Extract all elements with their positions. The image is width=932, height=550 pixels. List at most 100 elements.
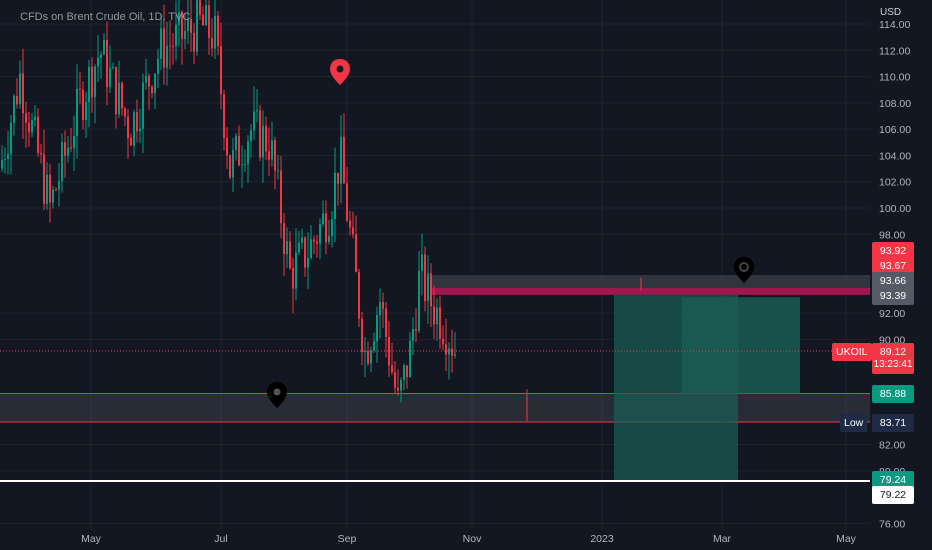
candle bbox=[199, 0, 201, 21]
candle-body bbox=[337, 172, 339, 184]
candle bbox=[382, 292, 384, 328]
currency-label[interactable]: USD bbox=[880, 7, 902, 18]
candle-body bbox=[433, 306, 435, 325]
candle-body bbox=[199, 0, 201, 15]
time-tick-label: Mar bbox=[713, 533, 732, 545]
candle-body bbox=[304, 237, 306, 268]
candle-body bbox=[88, 66, 90, 103]
candle bbox=[385, 301, 387, 358]
candle bbox=[103, 33, 105, 56]
candle bbox=[295, 228, 297, 301]
candle-body bbox=[163, 28, 165, 68]
candles bbox=[1, 0, 456, 403]
time-tick-label: Sep bbox=[338, 533, 357, 545]
candle bbox=[208, 0, 210, 56]
candle-body bbox=[166, 45, 168, 68]
candle bbox=[322, 200, 324, 227]
candle-body bbox=[424, 254, 426, 302]
candle-body bbox=[301, 237, 303, 243]
candle-body bbox=[400, 379, 402, 391]
candle-body bbox=[334, 172, 336, 220]
candle bbox=[157, 48, 159, 88]
candle bbox=[127, 108, 129, 159]
candle-body bbox=[229, 155, 231, 178]
price-tag-79-22: 79.22 bbox=[872, 486, 914, 504]
candle-body bbox=[49, 174, 51, 203]
candle-body bbox=[448, 348, 450, 355]
candle bbox=[358, 268, 360, 328]
candle-body bbox=[421, 254, 423, 272]
candle-body bbox=[91, 66, 93, 98]
candle-body bbox=[406, 365, 408, 378]
candle bbox=[67, 135, 69, 163]
candle bbox=[4, 147, 6, 174]
candle bbox=[202, 6, 204, 26]
price-tag-79-24: 79.24 bbox=[872, 471, 914, 489]
candle bbox=[394, 361, 396, 394]
candle-body bbox=[454, 354, 456, 356]
candle bbox=[370, 346, 372, 373]
candle bbox=[58, 163, 60, 207]
candle bbox=[310, 225, 312, 260]
candle bbox=[214, 0, 216, 59]
candle-body bbox=[121, 82, 123, 109]
candle-body bbox=[391, 365, 393, 373]
resistance-zone bbox=[430, 287, 870, 295]
red-pin-icon[interactable] bbox=[328, 58, 352, 86]
candle-body bbox=[340, 137, 342, 184]
candle bbox=[226, 127, 228, 169]
candle-body bbox=[346, 183, 348, 221]
candle-body bbox=[196, 0, 198, 52]
price-tag-93-66: 93.66 bbox=[872, 272, 914, 290]
candle bbox=[256, 89, 258, 123]
candle-body bbox=[256, 110, 258, 112]
candle bbox=[412, 317, 414, 356]
candle bbox=[166, 21, 168, 86]
candle-body bbox=[22, 73, 24, 114]
candle bbox=[178, 0, 180, 47]
candle bbox=[97, 34, 99, 82]
candle bbox=[175, 0, 177, 61]
candle-body bbox=[64, 142, 66, 156]
candle bbox=[343, 113, 345, 184]
candle-body bbox=[331, 219, 333, 237]
candle bbox=[19, 60, 21, 109]
candle-body bbox=[34, 116, 36, 121]
price-tick-label: 98.00 bbox=[879, 229, 905, 241]
candle-body bbox=[175, 24, 177, 47]
candle-body bbox=[100, 54, 102, 58]
candle bbox=[361, 311, 363, 366]
black-pin-icon[interactable] bbox=[265, 381, 289, 409]
candle-body bbox=[418, 271, 420, 331]
candle bbox=[181, 10, 183, 65]
candle-body bbox=[259, 110, 261, 158]
axis-ticks: 114.00 112.00 110.00 108.00 106.00 104.00 102.… bbox=[81, 19, 911, 545]
candle-body bbox=[268, 151, 270, 160]
candle-body bbox=[112, 67, 114, 69]
candle-body bbox=[328, 236, 330, 243]
price-tick-label: 110.00 bbox=[879, 72, 910, 84]
price-tick-label: 92.00 bbox=[879, 308, 905, 320]
candle bbox=[289, 231, 291, 271]
candle-body bbox=[145, 75, 147, 83]
candle-body bbox=[136, 112, 138, 132]
candle bbox=[31, 112, 33, 137]
price-tick-label: 102.00 bbox=[879, 177, 911, 189]
candle bbox=[235, 132, 237, 161]
candle bbox=[52, 185, 54, 209]
low-value-tag: 83.71 bbox=[872, 414, 914, 432]
candle-body bbox=[37, 116, 39, 153]
candle bbox=[238, 125, 240, 167]
candle-body bbox=[427, 273, 429, 302]
candle-body bbox=[370, 350, 372, 364]
candle-body bbox=[115, 67, 117, 115]
candle bbox=[451, 329, 453, 373]
candle-body bbox=[265, 125, 267, 152]
candle bbox=[421, 233, 423, 296]
candle bbox=[346, 167, 348, 223]
black-pin-icon[interactable] bbox=[732, 256, 756, 284]
candle bbox=[304, 236, 306, 277]
candle bbox=[262, 110, 264, 183]
candle bbox=[79, 71, 81, 105]
